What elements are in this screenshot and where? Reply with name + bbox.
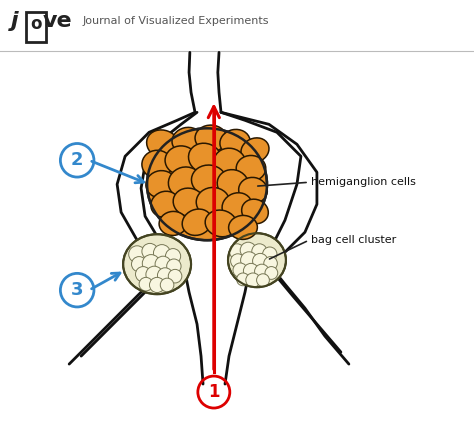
Ellipse shape	[256, 274, 269, 286]
Ellipse shape	[238, 178, 267, 203]
Ellipse shape	[241, 252, 257, 269]
Text: 1: 1	[208, 383, 219, 401]
Ellipse shape	[160, 278, 174, 292]
Ellipse shape	[263, 247, 277, 262]
Ellipse shape	[253, 254, 268, 269]
Ellipse shape	[131, 257, 146, 272]
Ellipse shape	[237, 273, 249, 286]
Ellipse shape	[136, 266, 151, 282]
Text: hemiganglion cells: hemiganglion cells	[311, 177, 416, 187]
Ellipse shape	[217, 170, 249, 199]
Text: j: j	[10, 11, 18, 32]
Ellipse shape	[191, 165, 227, 195]
Ellipse shape	[165, 249, 181, 264]
Ellipse shape	[139, 278, 153, 291]
Ellipse shape	[165, 146, 197, 174]
Ellipse shape	[228, 233, 286, 287]
Ellipse shape	[149, 278, 164, 293]
Ellipse shape	[142, 254, 160, 272]
Ellipse shape	[146, 266, 163, 283]
Ellipse shape	[229, 244, 245, 259]
Ellipse shape	[142, 150, 172, 178]
Ellipse shape	[155, 256, 171, 272]
Ellipse shape	[241, 138, 269, 163]
Ellipse shape	[173, 188, 205, 216]
Text: 2: 2	[71, 151, 83, 169]
Ellipse shape	[147, 128, 267, 240]
Ellipse shape	[264, 257, 277, 270]
Ellipse shape	[214, 148, 246, 176]
Ellipse shape	[242, 199, 268, 224]
Ellipse shape	[123, 234, 191, 294]
Ellipse shape	[222, 193, 252, 220]
Ellipse shape	[182, 209, 212, 235]
Ellipse shape	[146, 170, 176, 198]
Ellipse shape	[205, 210, 237, 237]
Ellipse shape	[240, 242, 256, 258]
Ellipse shape	[195, 125, 227, 151]
Ellipse shape	[151, 191, 179, 217]
Ellipse shape	[196, 187, 230, 217]
Text: ve: ve	[43, 11, 73, 32]
Ellipse shape	[168, 270, 182, 283]
Ellipse shape	[233, 263, 247, 278]
Text: Journal of Visualized Experiments: Journal of Visualized Experiments	[83, 16, 269, 26]
Ellipse shape	[231, 254, 245, 268]
Ellipse shape	[220, 129, 250, 155]
Ellipse shape	[265, 266, 278, 279]
Ellipse shape	[246, 273, 260, 287]
Text: o: o	[30, 15, 42, 33]
Ellipse shape	[167, 259, 181, 274]
Text: bag cell cluster: bag cell cluster	[311, 235, 396, 245]
Ellipse shape	[236, 155, 266, 181]
Text: 3: 3	[71, 281, 83, 299]
Ellipse shape	[168, 167, 202, 198]
Ellipse shape	[243, 263, 259, 278]
Ellipse shape	[146, 130, 180, 159]
Ellipse shape	[189, 143, 221, 173]
Ellipse shape	[172, 127, 202, 153]
Ellipse shape	[252, 244, 267, 259]
Ellipse shape	[157, 268, 173, 283]
Ellipse shape	[159, 211, 187, 235]
Ellipse shape	[129, 246, 146, 262]
Ellipse shape	[255, 264, 269, 278]
Ellipse shape	[154, 245, 170, 262]
Ellipse shape	[228, 215, 257, 239]
Ellipse shape	[142, 243, 158, 259]
